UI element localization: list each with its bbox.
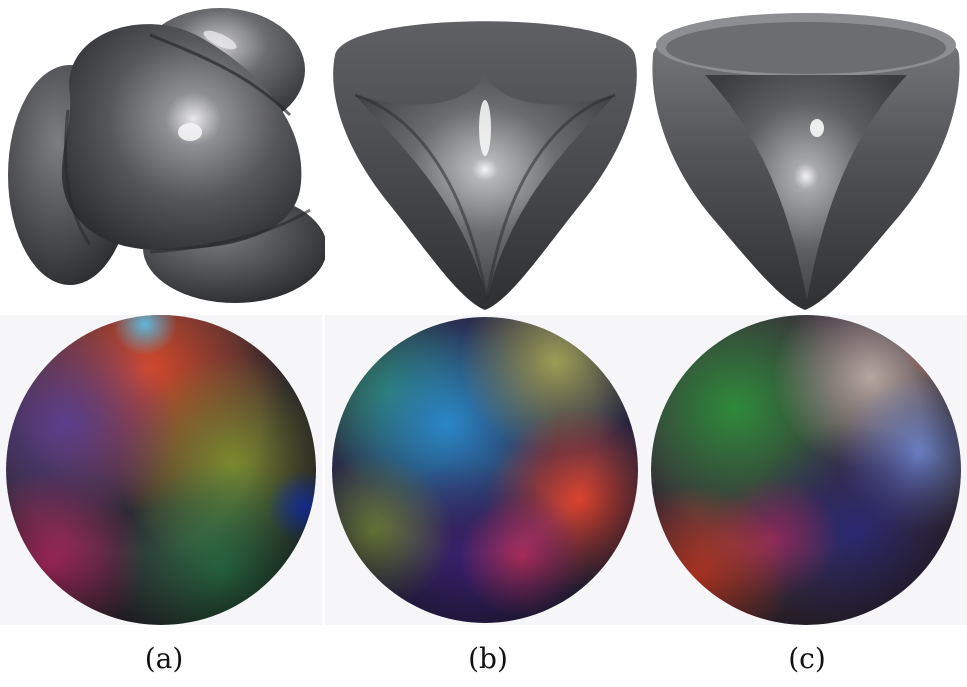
surface-render-a bbox=[0, 0, 325, 312]
caption-b: (b) bbox=[468, 642, 508, 675]
sphere-render-b bbox=[325, 315, 645, 625]
caption-a: (a) bbox=[144, 642, 184, 675]
sphere-render-c bbox=[645, 315, 967, 625]
surface-render-b bbox=[325, 0, 645, 312]
central-peak bbox=[355, 75, 615, 300]
inner-triangle bbox=[705, 75, 907, 300]
caption-c: (c) bbox=[788, 642, 826, 675]
sphere-render-a bbox=[0, 315, 322, 625]
surface-render-c bbox=[645, 0, 967, 312]
